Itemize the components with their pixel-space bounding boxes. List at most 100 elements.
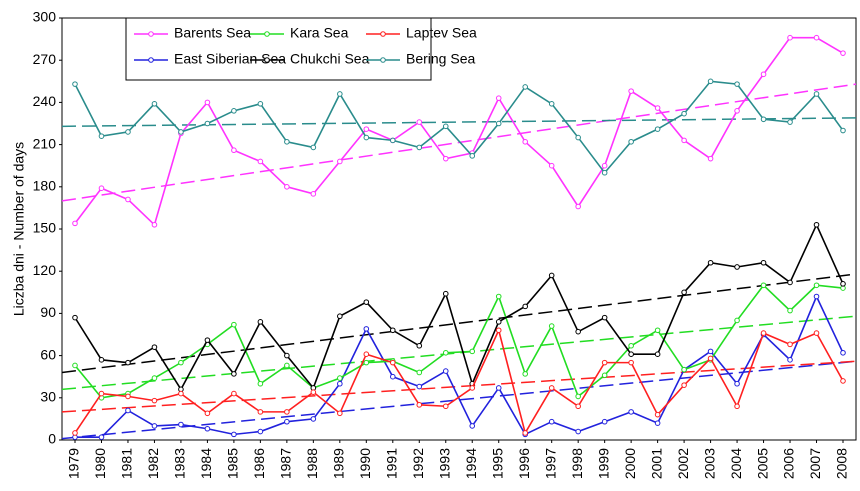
data-point — [787, 341, 793, 348]
y-tick-label: 150 — [33, 220, 57, 236]
data-point — [257, 101, 264, 107]
data-point — [284, 184, 290, 190]
data-point — [178, 421, 184, 428]
series — [72, 78, 846, 176]
data-point — [681, 382, 687, 388]
data-point — [495, 293, 502, 300]
x-tick-label: 1996 — [516, 448, 532, 479]
data-point — [681, 289, 687, 296]
data-point — [734, 317, 740, 324]
x-tick-label: 1987 — [278, 448, 294, 479]
series-line — [74, 80, 844, 175]
data-point — [681, 110, 687, 117]
x-tick-label: 2001 — [648, 448, 664, 479]
data-point — [840, 50, 846, 56]
x-tick-label: 1983 — [172, 448, 188, 479]
data-point — [787, 119, 793, 125]
series-line — [74, 36, 844, 227]
data-point — [98, 357, 105, 363]
legend-label: Barents Sea — [174, 25, 251, 41]
data-point — [628, 351, 634, 357]
x-tick-label: 2008 — [834, 448, 850, 479]
data-point — [337, 375, 343, 381]
data-point — [363, 299, 370, 305]
data-point — [257, 380, 264, 387]
trend-line — [61, 273, 857, 374]
data-point — [416, 369, 423, 376]
legend-label: Laptev Sea — [406, 25, 477, 41]
y-tick-label: 210 — [33, 135, 57, 151]
data-point — [442, 349, 449, 356]
data-point — [125, 129, 131, 135]
data-point — [257, 409, 264, 415]
legend-label: East Siberian Sea — [174, 51, 286, 67]
data-point — [231, 390, 237, 397]
data-point — [178, 390, 184, 397]
data-point — [284, 138, 290, 145]
y-tick-label: 90 — [40, 304, 56, 320]
data-point — [813, 91, 820, 97]
data-point — [760, 282, 767, 289]
legend-marker — [380, 31, 386, 37]
legend-marker — [264, 31, 270, 37]
series — [72, 293, 846, 440]
data-point — [601, 169, 608, 176]
data-point — [522, 138, 529, 145]
data-point — [98, 390, 105, 397]
data-point — [98, 133, 105, 139]
data-point — [257, 319, 264, 325]
x-tick-label: 2004 — [728, 448, 744, 479]
data-point — [442, 155, 449, 162]
data-point — [760, 259, 767, 266]
data-point — [231, 147, 237, 154]
data-point — [337, 410, 343, 417]
data-point — [469, 423, 476, 429]
data-point — [760, 71, 767, 78]
series-line — [74, 222, 844, 391]
data-point — [310, 191, 317, 197]
data-point — [416, 402, 423, 408]
data-point — [416, 383, 423, 390]
y-tick-label: 270 — [33, 51, 57, 67]
legend-box — [125, 17, 432, 81]
data-point — [734, 380, 740, 387]
series-line — [74, 327, 844, 436]
data-point — [337, 313, 343, 320]
data-point — [548, 162, 555, 169]
data-point — [495, 385, 502, 391]
x-tick-label: 1980 — [92, 448, 108, 479]
data-point — [178, 359, 184, 366]
data-point — [231, 431, 237, 438]
data-point — [231, 108, 237, 114]
x-tick-label: 1988 — [304, 448, 320, 479]
data-point — [601, 314, 608, 321]
data-point — [337, 158, 343, 165]
data-point — [840, 349, 846, 356]
data-point — [522, 430, 529, 436]
data-point — [442, 123, 449, 130]
data-point — [257, 428, 264, 435]
data-point — [151, 221, 158, 228]
trend-line — [61, 83, 857, 202]
data-point — [575, 428, 581, 435]
data-point — [231, 371, 237, 377]
data-point — [548, 272, 555, 279]
data-point — [707, 155, 714, 162]
data-point — [284, 418, 290, 425]
data-point — [707, 355, 714, 362]
data-point — [575, 134, 581, 141]
data-point — [284, 409, 290, 415]
data-point — [125, 359, 131, 366]
data-point — [469, 348, 476, 355]
data-point — [337, 380, 343, 387]
trend-line — [61, 117, 857, 128]
data-point — [284, 362, 290, 369]
data-point — [495, 319, 502, 325]
data-point — [204, 410, 211, 417]
x-tick-label: 2005 — [754, 448, 770, 479]
data-point — [310, 416, 317, 422]
data-point — [787, 357, 793, 363]
data-point — [125, 196, 131, 203]
data-point — [151, 344, 158, 350]
